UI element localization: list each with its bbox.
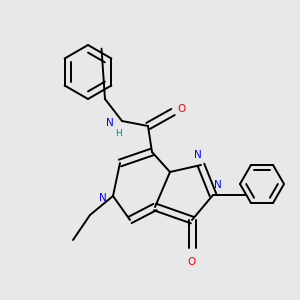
Text: H: H bbox=[116, 128, 122, 137]
Text: O: O bbox=[177, 104, 185, 114]
Text: N: N bbox=[194, 150, 202, 160]
Text: N: N bbox=[214, 180, 222, 190]
Text: N: N bbox=[99, 193, 107, 203]
Text: N: N bbox=[106, 118, 114, 128]
Text: O: O bbox=[188, 257, 196, 267]
